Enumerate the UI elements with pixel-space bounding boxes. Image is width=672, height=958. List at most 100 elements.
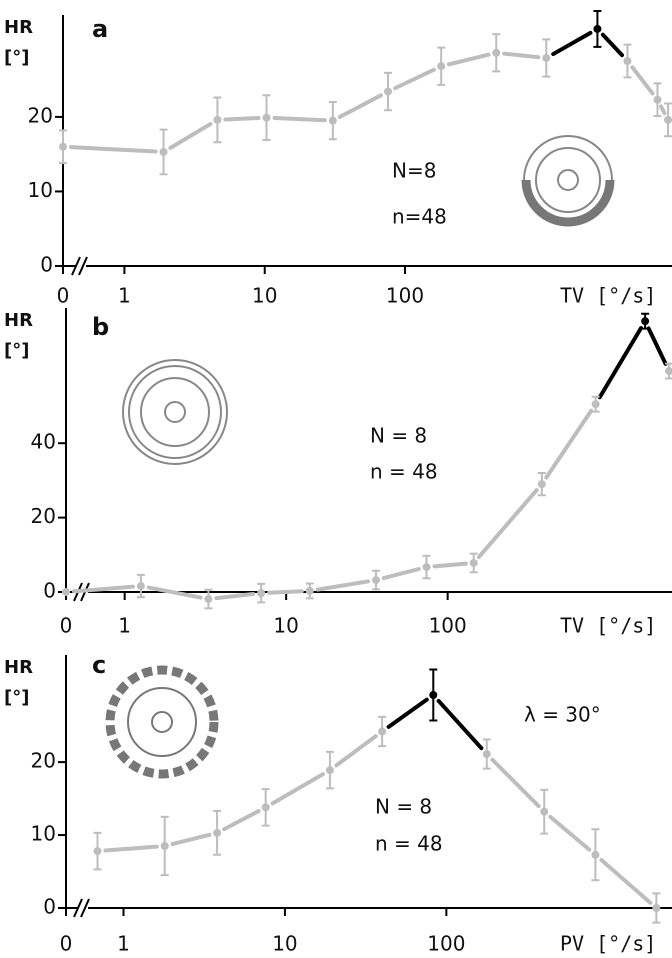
data-point [262,113,271,122]
curve-segment [476,488,539,559]
data-point [652,904,661,912]
y-tick-label: 0 [43,895,56,919]
data-point [159,147,168,156]
axis-break-gap [78,905,88,911]
curve-segment [168,121,213,150]
curve-segment [432,561,468,569]
curve-segment [381,567,421,581]
annotation: n = 48 [375,832,443,856]
curve-segment [646,326,668,366]
panel-letter: b [92,313,109,341]
y-label: [°] [4,47,29,68]
x-tick-label: 1 [117,932,130,956]
x-tick-label: 100 [429,614,467,638]
data-point [665,367,672,376]
curve-segment [222,809,261,832]
data-point [492,48,501,57]
y-tick-label: 10 [31,822,56,846]
curve-segment [103,844,159,853]
icon-a [521,135,615,227]
curve-segment [315,579,371,592]
x-tick-label: 100 [386,284,424,308]
curve-segment [146,585,203,600]
data-point [593,24,602,33]
x-tick-label: 0 [57,284,70,308]
curve-segment [600,32,625,58]
curve-segment [223,116,261,122]
annotation: N=8 [392,159,436,183]
annotation: n = 48 [370,460,438,484]
data-point [213,115,222,124]
y-tick-label: 10 [28,178,53,202]
y-tick-label: 20 [31,749,56,773]
annotation: N = 8 [375,795,432,819]
data-point [257,589,266,598]
curve-segment [386,697,429,729]
axis-break [71,256,88,276]
data-point [540,807,549,816]
axis-break-gap [76,263,86,269]
data-point [204,595,213,604]
x-tick-label: 100 [427,932,465,956]
x-tick-label: 10 [272,932,297,956]
data-point [422,563,431,572]
x-label: TV [°/s] [560,284,656,308]
data-point [372,576,381,585]
curve-segment [490,757,541,809]
data-point [160,842,169,850]
curve-segment [551,30,593,57]
data-point [591,400,600,409]
data-point [591,850,600,859]
icon-c [105,665,219,779]
x-tick-label: 1 [118,284,131,308]
panel-letter: c [92,651,106,679]
data-point [325,766,334,775]
curve-segment [267,589,304,595]
curve-segment [597,326,644,400]
data-point [261,803,270,812]
annotation: n=48 [392,205,447,229]
data-point [664,115,672,124]
y-label: HR [4,17,33,38]
data-point [378,727,387,736]
y-tick-label: 20 [31,504,56,528]
data-point [59,142,67,151]
y-label: [°] [4,687,29,708]
y-label: HR [4,310,33,331]
icon-b [122,359,228,465]
curve-segment [170,832,212,847]
curve-segment [436,698,484,751]
data-point [93,847,102,856]
curve-segment [270,772,326,806]
x-tick-label: 10 [273,614,298,638]
curve-segment [214,592,256,601]
x-tick-label: 0 [60,932,73,956]
annotation: λ = 30° [524,703,601,727]
x-tick-label: 10 [252,284,277,308]
x-label: TV [°/s] [560,614,656,638]
data-point [537,480,546,489]
axis-break [73,898,90,918]
data-point [429,691,438,700]
panel-letter: a [92,15,108,43]
curve-segment [446,52,491,67]
y-label: HR [4,657,33,678]
data-point [305,586,314,595]
curve-segment [658,104,667,116]
curve-segment [272,116,327,123]
data-point [482,750,491,759]
x-tick-label: 0 [60,614,73,638]
curve-segment [630,65,655,96]
data-point [213,828,222,837]
curve-segment [548,814,592,852]
y-tick-label: 40 [31,430,56,454]
x-tick-label: 1 [118,614,131,638]
data-point [62,588,70,596]
data-point [542,54,551,63]
y-tick-label: 20 [28,103,53,127]
data-point [623,57,632,65]
x-label: PV [°/s] [560,932,656,956]
data-point [469,558,478,567]
curve-segment [393,67,436,91]
